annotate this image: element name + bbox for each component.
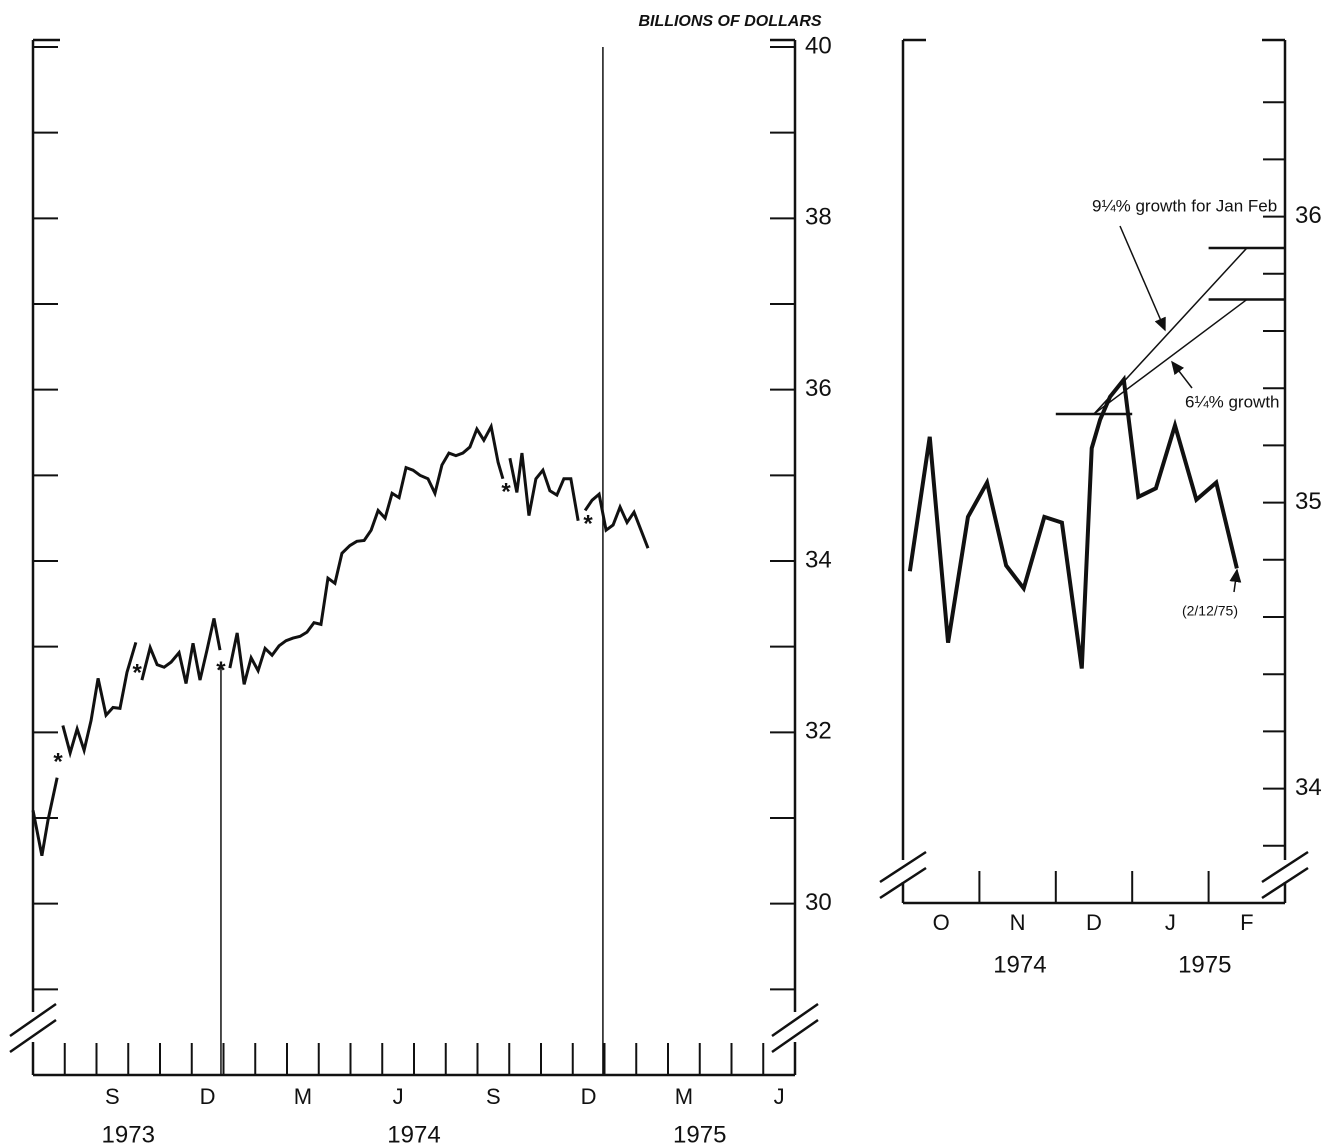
axis-break	[9, 1002, 57, 1038]
series-line	[907, 374, 1239, 669]
annotation-arrow	[1229, 568, 1242, 593]
x-tick-label: J	[393, 1084, 404, 1109]
x-tick-label: N	[1010, 910, 1026, 935]
series-line	[140, 618, 222, 684]
x-tick-label: J	[1165, 910, 1176, 935]
y-tick-label: 36	[1295, 202, 1322, 229]
y-tick-label: 38	[805, 204, 832, 231]
y-tick-label: 35	[1295, 488, 1322, 515]
annotation-arrow	[1171, 360, 1193, 389]
y-tick-label: 32	[805, 718, 832, 745]
year-label: 1975	[673, 1121, 726, 1147]
axis-break	[771, 1018, 819, 1054]
break-marker: *	[583, 510, 593, 537]
x-tick-label: S	[105, 1084, 120, 1109]
growth-line	[1093, 247, 1248, 415]
x-tick-label: D	[200, 1084, 216, 1109]
x-tick-label: D	[1086, 910, 1102, 935]
growth-line	[1093, 298, 1248, 415]
annotation-arrow	[1119, 225, 1166, 332]
break-marker: *	[216, 657, 226, 684]
series-line	[61, 641, 138, 759]
x-tick-label: S	[486, 1084, 501, 1109]
year-label: 1974	[387, 1121, 440, 1147]
year-label: 1975	[1178, 951, 1231, 978]
axis-break	[1261, 866, 1309, 900]
year-label: 1973	[102, 1121, 155, 1147]
series-line	[31, 777, 59, 856]
axis-break	[1261, 850, 1309, 884]
x-tick-label: M	[675, 1084, 693, 1109]
y-tick-label: 34	[805, 546, 832, 573]
series-line	[583, 491, 650, 549]
x-tick-label: D	[581, 1084, 597, 1109]
axis-title: BILLIONS OF DOLLARS	[638, 13, 821, 30]
annotation: 6¼% growth	[1185, 392, 1280, 411]
y-tick-label: 40	[805, 32, 832, 59]
frame	[9, 38, 1309, 1077]
break-marker: *	[501, 479, 511, 506]
y-tick-label: 34	[1295, 774, 1322, 801]
year-label: 1974	[993, 951, 1046, 978]
break-marker: *	[132, 659, 142, 686]
y-tick-label: 30	[805, 889, 832, 916]
axis-break	[771, 1002, 819, 1038]
annotation: 9¼% growth for Jan Feb	[1092, 196, 1277, 215]
y-tick-label: 36	[805, 375, 832, 402]
break-marker: *	[53, 749, 63, 776]
x-tick-label: J	[774, 1084, 785, 1109]
axis-break	[879, 866, 927, 900]
series-line	[228, 422, 505, 685]
annotation: (2/12/75)	[1182, 603, 1238, 619]
axis-break	[879, 850, 927, 884]
axis-break	[9, 1018, 57, 1054]
x-tick-label: O	[933, 910, 950, 935]
series-line	[508, 452, 580, 521]
x-tick-label: M	[294, 1084, 312, 1109]
x-tick-label: F	[1240, 910, 1253, 935]
